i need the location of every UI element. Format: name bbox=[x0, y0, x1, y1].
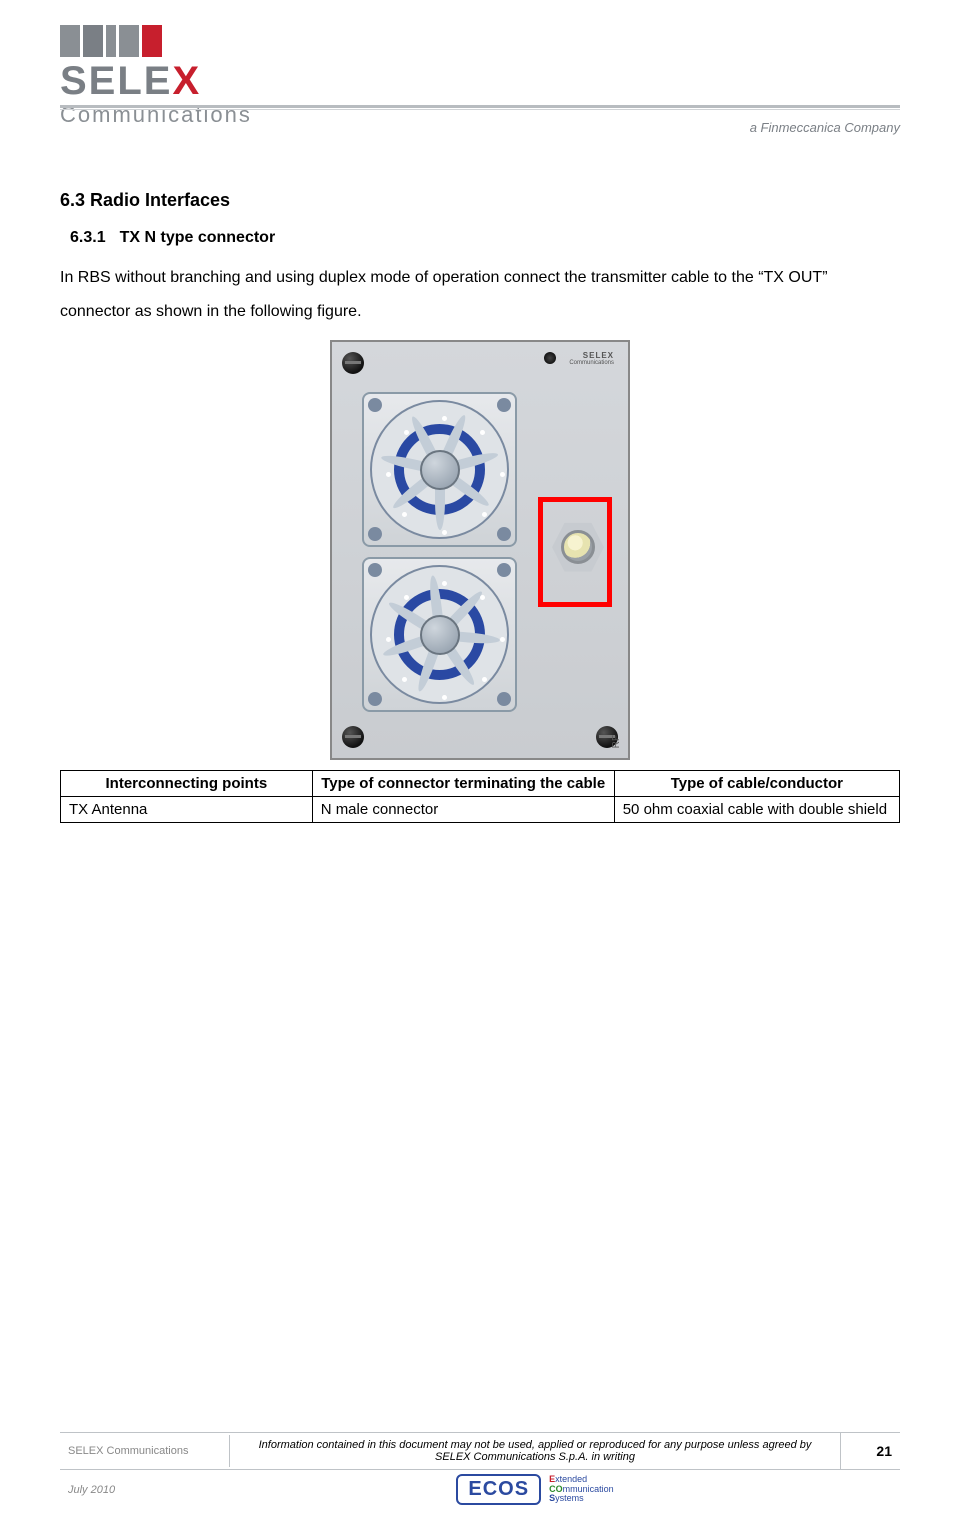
figure-tx-connector: SELEX Communications bbox=[60, 340, 900, 760]
logo-bars-icon bbox=[60, 25, 252, 57]
paragraph-intro: In RBS without branching and using duple… bbox=[60, 261, 900, 328]
company-logo: SELEX Communications bbox=[60, 25, 252, 128]
cooling-fan-top-icon bbox=[362, 392, 517, 547]
logo-word-selex: SELE bbox=[60, 59, 172, 104]
logo-text: SELEX bbox=[60, 59, 252, 104]
heading-number: 6.3.1 bbox=[70, 229, 106, 247]
n-type-connector-icon bbox=[551, 520, 605, 574]
header-rule-thick bbox=[60, 105, 900, 108]
document-page: SELEX Communications a Finmeccanica Comp… bbox=[0, 0, 960, 1525]
panel-logo-icon: SELEX Communications bbox=[569, 352, 614, 366]
logo-tagline: a Finmeccanica Company bbox=[750, 120, 900, 135]
heading-6-3: 6.3 Radio Interfaces bbox=[60, 190, 900, 211]
ecos-badge-icon: ECOS bbox=[456, 1474, 541, 1505]
heading-title: TX N type connector bbox=[120, 229, 276, 247]
rf-panel-illustration: SELEX Communications bbox=[330, 340, 630, 760]
footer-bottom-row: July 2010 ECOS Extended COmmunication Sy… bbox=[60, 1470, 900, 1505]
footer-date: July 2010 bbox=[60, 1480, 230, 1500]
footer-company: SELEX Communications bbox=[60, 1435, 230, 1467]
table-cell: 50 ohm coaxial cable with double shield bbox=[614, 797, 899, 823]
header-rule-thin bbox=[60, 109, 900, 110]
tx-out-highlight bbox=[538, 497, 612, 607]
table-cell: TX Antenna bbox=[61, 797, 313, 823]
connector-spec-table: Interconnecting points Type of connector… bbox=[60, 770, 900, 823]
rf-label: RF bbox=[611, 735, 622, 748]
page-footer: SELEX Communications Information contain… bbox=[60, 1432, 900, 1505]
page-number: 21 bbox=[840, 1433, 900, 1469]
table-row: TX Antenna N male connector 50 ohm coaxi… bbox=[61, 797, 900, 823]
table-cell: N male connector bbox=[312, 797, 614, 823]
ecos-logo: ECOS Extended COmmunication Systems bbox=[230, 1474, 840, 1505]
table-header: Type of connector terminating the cable bbox=[312, 771, 614, 797]
footer-top-row: SELEX Communications Information contain… bbox=[60, 1432, 900, 1470]
page-header: SELEX Communications a Finmeccanica Comp… bbox=[60, 20, 900, 150]
page-content: 6.3 Radio Interfaces 6.3.1 TX N type con… bbox=[60, 190, 900, 823]
screw-icon bbox=[342, 726, 364, 748]
cooling-fan-bottom-icon bbox=[362, 557, 517, 712]
screw-icon bbox=[342, 352, 364, 374]
ecos-expansion: Extended COmmunication Systems bbox=[549, 1475, 614, 1503]
heading-6-3-1: 6.3.1 TX N type connector bbox=[70, 229, 900, 247]
screw-icon bbox=[544, 352, 556, 364]
table-header: Type of cable/conductor bbox=[614, 771, 899, 797]
footer-disclaimer: Information contained in this document m… bbox=[230, 1433, 840, 1469]
table-header: Interconnecting points bbox=[61, 771, 313, 797]
table-header-row: Interconnecting points Type of connector… bbox=[61, 771, 900, 797]
logo-letter-x: X bbox=[172, 59, 201, 104]
